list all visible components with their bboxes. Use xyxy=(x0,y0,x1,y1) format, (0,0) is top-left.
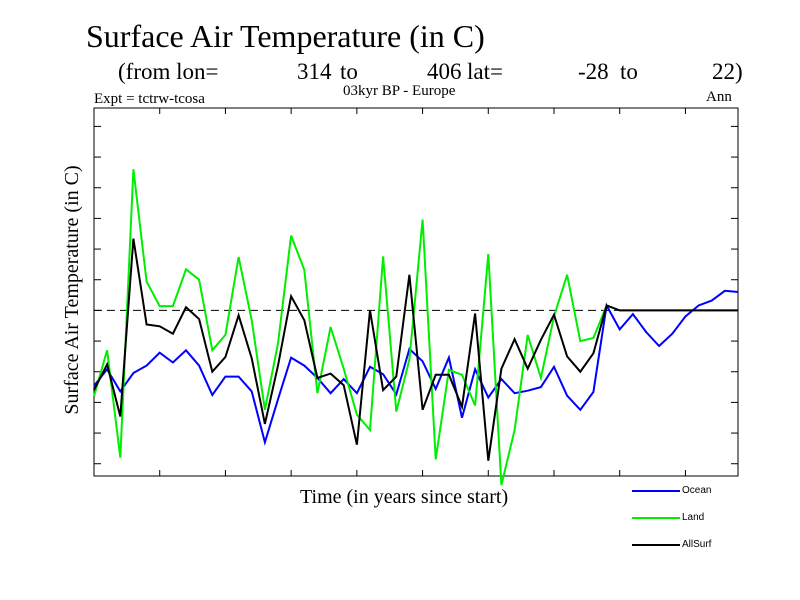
lat-label: lat= xyxy=(467,59,503,84)
chart-title: Surface Air Temperature (in C) xyxy=(86,18,485,54)
legend-swatch-land xyxy=(632,517,680,519)
legend-label-land: Land xyxy=(682,512,705,523)
subtitle-to-2: to xyxy=(620,59,638,84)
experiment-label: Expt = tctrw-tcosa xyxy=(94,91,205,107)
subtitle-to-1: to xyxy=(340,59,358,84)
lat-to-value: 22) xyxy=(712,59,743,84)
legend-label-ocean: Ocean xyxy=(682,485,712,496)
legend-swatch-ocean xyxy=(632,490,680,492)
series-line-allsurf xyxy=(93,238,738,461)
legend-swatch-allsurf xyxy=(632,544,680,546)
series-line-ocean xyxy=(93,289,739,446)
lon-to-value: 406 xyxy=(427,59,462,84)
legend-label-allsurf: AllSurf xyxy=(682,539,712,550)
period-label: 03kyr BP - Europe xyxy=(343,83,456,99)
legend: Ocean Land AllSurf xyxy=(632,484,792,554)
lon-from-value: 314 xyxy=(297,59,332,84)
season-label: Ann xyxy=(706,89,732,105)
subtitle-prefix: (from lon= xyxy=(118,59,219,84)
x-axis-label: Time (in years since start) xyxy=(300,486,509,508)
lat-from-value: -28 xyxy=(578,59,609,84)
